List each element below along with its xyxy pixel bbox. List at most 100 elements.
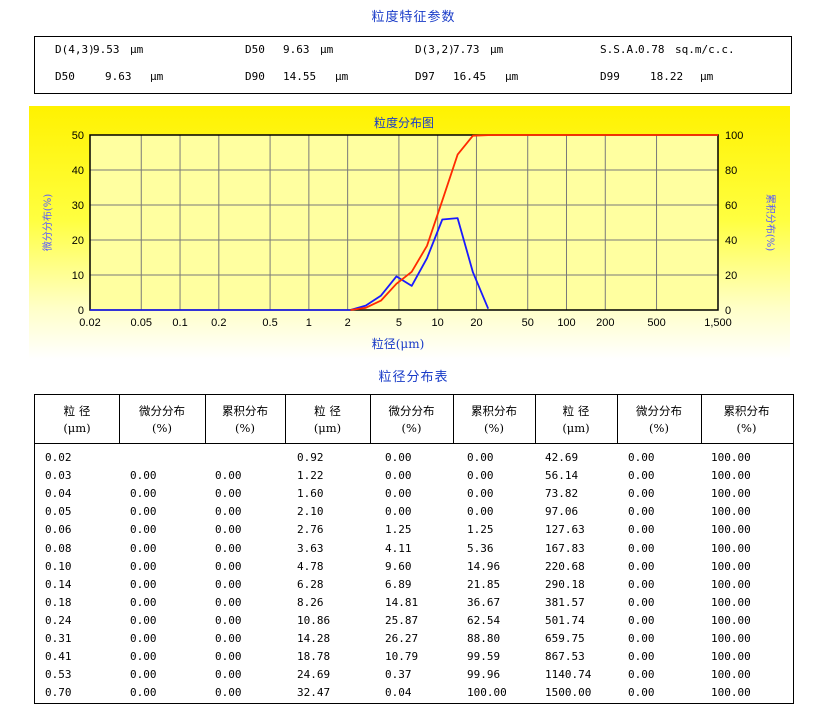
header-divider	[453, 395, 454, 443]
table-cell: 0.00	[385, 469, 412, 483]
plot-frame	[89, 134, 719, 311]
table-cell: 0.00	[467, 505, 494, 519]
param-unit: μm	[130, 43, 144, 56]
table-cell: 100.00	[711, 523, 751, 537]
table-cell: 2.76	[297, 523, 324, 537]
y2-tick-label: 80	[725, 165, 737, 177]
table-cell: 0.00	[130, 686, 157, 700]
y2-tick-label: 0	[725, 305, 731, 317]
table-cell: 1.60	[297, 487, 324, 501]
column-header-unit: (μm)	[63, 421, 91, 435]
column-header-title: 累积分布	[471, 404, 517, 418]
table-cell: 0.04	[385, 686, 412, 700]
column-header-unit: (μm)	[313, 421, 342, 435]
chart-title: 粒度分布图	[374, 115, 434, 130]
y2-axis-label: 累积分布(%)	[764, 194, 776, 251]
header-divider	[535, 395, 536, 443]
column-header-unit: (%)	[401, 421, 422, 435]
table-cell: 1.25	[467, 523, 494, 537]
column-header-title: 累积分布	[222, 404, 268, 418]
header-divider	[370, 395, 371, 443]
column-header: 累积分布 (%)	[205, 403, 285, 437]
x-tick-label: 10	[432, 317, 444, 329]
header-rule	[35, 443, 793, 444]
table-cell: 0.00	[130, 541, 157, 555]
y2-tick-label: 20	[725, 270, 737, 282]
param-value: 7.73	[453, 43, 480, 56]
table-cell: 0.00	[628, 541, 655, 555]
params-box: D(4,3) 9.53 μm D50 9.63 μm D(3,2) 7.73 μm S.S.A. 0…	[34, 36, 792, 94]
table-cell: 21.85	[467, 577, 501, 591]
param-label: D99	[600, 70, 620, 83]
chart-panel: 0.02 0.05 0.1 0.2 0.5 1 2 5 10 20 50 100 200 500 1,500…	[29, 106, 790, 359]
table-cell: 0.00	[628, 469, 655, 483]
param-value: 14.55	[283, 70, 317, 83]
table-cell: 0.24	[45, 613, 72, 627]
y-tick-label: 50	[72, 130, 84, 142]
column-header-unit: (%)	[484, 421, 504, 435]
param-label: D97	[415, 70, 435, 83]
table-cell: 381.57	[545, 595, 585, 609]
table-cell: 0.00	[385, 487, 412, 501]
table-cell: 5.36	[467, 541, 494, 555]
y-tick-label: 0	[78, 305, 84, 317]
table-cell: 100.00	[467, 686, 507, 700]
column-header-title: 累积分布	[723, 404, 770, 418]
x-tick-label: 1	[306, 317, 312, 329]
header-divider	[205, 395, 206, 443]
table-cell: 100.00	[711, 487, 751, 501]
header-divider	[285, 395, 286, 443]
table-cell: 100.00	[711, 451, 751, 464]
table-cell: 2.10	[297, 505, 324, 519]
y-tick-label: 10	[72, 270, 84, 282]
param-value: 9.53	[93, 43, 120, 56]
table-cell: 14.81	[385, 595, 419, 609]
table-cell: 97.06	[545, 505, 579, 519]
param-value: 0.78	[638, 43, 665, 56]
params-title: 粒度特征参数	[371, 10, 456, 25]
param-label: D(3,2)	[415, 43, 455, 56]
param-value: 9.63	[105, 70, 132, 83]
table-cell: 0.00	[628, 577, 655, 591]
table-cell: 100.00	[711, 559, 751, 573]
param-label: D90	[245, 70, 265, 83]
table-cell: 0.92	[297, 451, 324, 464]
table-cell: 0.00	[215, 650, 242, 664]
column-header: 累积分布 (%)	[453, 403, 535, 437]
x-tick-label: 50	[522, 317, 534, 329]
table-cell: 0.00	[215, 632, 242, 645]
x-tick-label: 0.1	[172, 317, 187, 329]
column-header: 粒 径 (μm)	[35, 403, 119, 437]
table-cell: 0.00	[130, 613, 157, 627]
table-cell: 99.96	[467, 668, 501, 682]
table-cell: 0.00	[215, 595, 242, 609]
table-cell: 73.82	[545, 487, 579, 501]
table-cell: 1.22	[297, 469, 324, 483]
y-axis-label: 微分分布(%)	[41, 194, 54, 251]
table-cell: 220.68	[545, 559, 585, 573]
column-header-unit: (%)	[736, 421, 757, 435]
table-cell: 0.05	[45, 505, 72, 519]
x-tick-label: 100	[557, 317, 575, 329]
table-cell: 100.00	[711, 469, 751, 483]
table-cell: 0.00	[215, 577, 242, 591]
y2-tick-label: 100	[725, 130, 743, 142]
table-cell: 0.31	[45, 632, 72, 645]
table-cell: 0.00	[130, 487, 157, 501]
table-cell: 26.27	[385, 632, 419, 645]
header-divider	[617, 395, 618, 443]
table-cell: 0.41	[45, 650, 72, 664]
table-cell: 867.53	[545, 650, 585, 664]
x-tick-label: 200	[596, 317, 614, 329]
param-unit: μm	[150, 70, 164, 83]
x-tick-label: 0.2	[211, 317, 226, 329]
table-cell: 36.67	[467, 595, 501, 609]
table-cell: 56.14	[545, 469, 579, 483]
y-tick-label: 40	[72, 165, 84, 177]
table-cell: 100.00	[711, 632, 751, 645]
table-cell: 100.00	[711, 595, 751, 609]
y-tick-label: 30	[72, 200, 84, 212]
table-cell: 0.00	[215, 523, 242, 537]
table-cell: 0.00	[628, 632, 655, 645]
table-cell: 0.53	[45, 668, 72, 682]
